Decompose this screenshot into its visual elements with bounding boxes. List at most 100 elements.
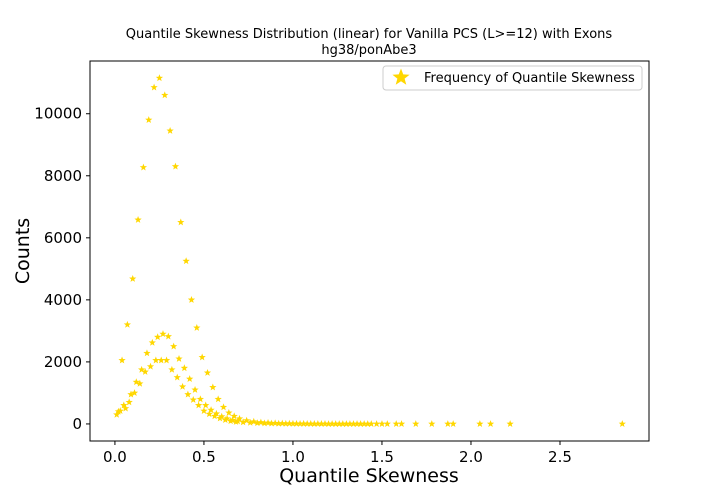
- data-point: [228, 416, 237, 424]
- data-point: [180, 364, 188, 372]
- data-point: [230, 412, 238, 420]
- data-point: [275, 419, 283, 427]
- data-point: [239, 418, 247, 426]
- data-point: [136, 379, 144, 387]
- data-point: [289, 419, 297, 427]
- data-point: [367, 420, 375, 427]
- data-point: [143, 349, 151, 357]
- data-point: [198, 353, 206, 361]
- data-point: [116, 407, 124, 414]
- data-point: [191, 386, 199, 393]
- data-point: [159, 330, 167, 338]
- data-point: [161, 91, 169, 99]
- data-point: [364, 420, 372, 427]
- data-point: [335, 420, 343, 427]
- data-point: [120, 401, 128, 409]
- data-point: [186, 375, 194, 383]
- data-point: [123, 320, 131, 328]
- data-point: [134, 216, 142, 223]
- data-point: [506, 420, 514, 427]
- data-point: [175, 355, 183, 362]
- legend-star-icon: [392, 68, 410, 85]
- x-tick-label: 0.0: [103, 448, 127, 466]
- y-tick-label: 4000: [44, 291, 82, 309]
- data-point: [300, 419, 308, 427]
- data-point: [184, 390, 192, 398]
- x-tick-label: 2.5: [548, 448, 572, 466]
- data-point: [219, 403, 228, 411]
- data-point: [177, 218, 185, 226]
- data-point: [449, 420, 457, 427]
- y-tick-label: 0: [72, 415, 82, 433]
- data-point: [196, 395, 204, 403]
- data-point: [373, 420, 381, 427]
- data-point: [324, 420, 333, 427]
- data-point: [412, 420, 420, 427]
- data-point: [486, 420, 495, 427]
- data-point: [360, 420, 368, 427]
- data-points: [113, 74, 626, 427]
- data-point: [221, 416, 229, 423]
- data-point: [214, 395, 222, 403]
- x-axis-ticks: 0.0 0.5 1.0 1.5 2.0 2.5: [103, 441, 572, 466]
- legend: Frequency of Quantile Skewness: [382, 65, 643, 91]
- data-point: [225, 408, 233, 416]
- y-tick-label: 8000: [44, 167, 82, 185]
- axes-frame: [89, 60, 650, 442]
- data-point: [182, 257, 190, 265]
- data-point: [278, 419, 286, 427]
- data-point: [162, 356, 171, 364]
- data-point: [271, 419, 279, 427]
- data-point: [378, 420, 386, 427]
- data-point: [307, 419, 315, 427]
- data-point: [139, 163, 148, 171]
- data-point: [212, 409, 221, 417]
- data-point: [152, 356, 160, 364]
- data-point: [200, 407, 208, 414]
- data-point: [349, 420, 358, 427]
- data-point: [207, 406, 215, 414]
- data-point: [121, 404, 130, 412]
- data-point: [187, 296, 196, 303]
- data-point: [428, 420, 436, 427]
- data-point: [282, 419, 290, 427]
- data-point: [202, 401, 210, 409]
- x-tick-label: 0.5: [192, 448, 216, 466]
- chart-subtitle: hg38/ponAbe3: [321, 43, 416, 58]
- data-point: [392, 420, 400, 427]
- data-point: [257, 418, 265, 426]
- data-point: [346, 420, 354, 427]
- chart-title: Quantile Skewness Distribution (linear) …: [126, 27, 613, 42]
- data-point: [444, 420, 452, 427]
- data-point: [193, 323, 201, 331]
- x-tick-label: 1.0: [281, 448, 305, 466]
- x-tick-label: 2.0: [459, 448, 483, 466]
- data-point: [397, 420, 406, 427]
- data-point: [618, 420, 626, 427]
- plot-area: [89, 60, 650, 442]
- data-point: [243, 416, 251, 424]
- data-point: [203, 368, 212, 376]
- data-point: [132, 378, 140, 386]
- data-point: [253, 419, 261, 427]
- data-point: [171, 162, 180, 170]
- data-point: [145, 116, 153, 124]
- data-point: [235, 414, 244, 422]
- data-point: [303, 420, 311, 427]
- data-point: [125, 398, 133, 406]
- data-point: [310, 420, 318, 427]
- data-point: [154, 333, 162, 341]
- data-point: [178, 382, 187, 390]
- data-point: [285, 419, 293, 427]
- data-point: [164, 332, 172, 340]
- data-point: [130, 389, 139, 396]
- y-tick-label: 6000: [44, 229, 82, 247]
- data-point: [328, 420, 336, 427]
- y-tick-label: 10000: [34, 105, 82, 123]
- legend-box: [382, 65, 643, 91]
- data-point: [296, 419, 304, 427]
- data-point: [353, 420, 361, 427]
- data-point: [146, 362, 155, 370]
- data-point: [129, 274, 137, 282]
